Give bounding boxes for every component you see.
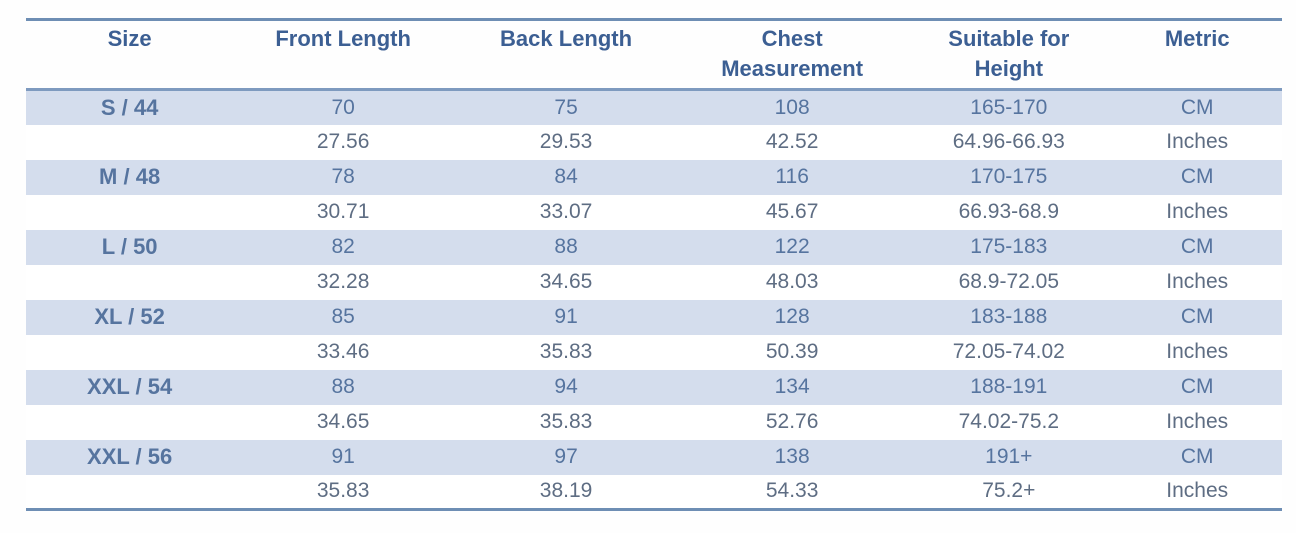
table-row-s44-inches: 27.56 29.53 42.52 64.96-66.93 Inches: [26, 124, 1282, 160]
cell-metric: CM: [1112, 299, 1282, 335]
cell-metric: CM: [1112, 89, 1282, 125]
cell-height: 175-183: [905, 229, 1113, 265]
cell-size: S / 44: [26, 89, 234, 125]
cell-size: L / 50: [26, 229, 234, 265]
cell-chest: 116: [679, 159, 906, 195]
cell-size: M / 48: [26, 159, 234, 195]
column-header-suitable-height: Suitable for Height: [905, 18, 1113, 91]
cell-size: [26, 334, 234, 370]
cell-front-length: 34.65: [233, 404, 454, 440]
cell-chest: 138: [679, 439, 906, 475]
cell-front-length: 78: [233, 159, 454, 195]
cell-size: [26, 264, 234, 300]
cell-height: 75.2+: [905, 474, 1113, 511]
cell-front-length: 85: [233, 299, 454, 335]
cell-back-length: 84: [453, 159, 680, 195]
cell-chest: 48.03: [679, 264, 906, 300]
cell-height: 165-170: [905, 89, 1113, 125]
cell-front-length: 82: [233, 229, 454, 265]
header-row: Size Front Length Back Length Chest Meas…: [26, 18, 1282, 91]
cell-chest: 54.33: [679, 474, 906, 511]
cell-metric: CM: [1112, 229, 1282, 265]
cell-size: XXL / 56: [26, 439, 234, 475]
cell-chest: 52.76: [679, 404, 906, 440]
cell-front-length: 91: [233, 439, 454, 475]
cell-metric: Inches: [1112, 194, 1282, 230]
table-row-s44-cm: S / 44 70 75 108 165-170 CM: [26, 89, 1282, 125]
cell-back-length: 97: [453, 439, 680, 475]
table-row-m48-inches: 30.71 33.07 45.67 66.93-68.9 Inches: [26, 194, 1282, 230]
cell-height: 66.93-68.9: [905, 194, 1113, 230]
table-row-xxl54-cm: XXL / 54 88 94 134 188-191 CM: [26, 369, 1282, 405]
column-header-size: Size: [26, 18, 234, 91]
cell-height: 191+: [905, 439, 1113, 475]
cell-back-length: 33.07: [453, 194, 680, 230]
cell-front-length: 30.71: [233, 194, 454, 230]
cell-chest: 134: [679, 369, 906, 405]
table-header: Size Front Length Back Length Chest Meas…: [26, 18, 1282, 91]
column-header-back-length: Back Length: [453, 18, 680, 91]
cell-size: [26, 124, 234, 160]
cell-back-length: 29.53: [453, 124, 680, 160]
cell-size: [26, 404, 234, 440]
table-row-m48-cm: M / 48 78 84 116 170-175 CM: [26, 159, 1282, 195]
cell-front-length: 70: [233, 89, 454, 125]
cell-metric: Inches: [1112, 334, 1282, 370]
table-row-l50-inches: 32.28 34.65 48.03 68.9-72.05 Inches: [26, 264, 1282, 300]
column-header-front-length: Front Length: [233, 18, 454, 91]
column-header-metric: Metric: [1112, 18, 1282, 91]
cell-chest: 50.39: [679, 334, 906, 370]
cell-front-length: 32.28: [233, 264, 454, 300]
cell-front-length: 88: [233, 369, 454, 405]
table-row-xl52-inches: 33.46 35.83 50.39 72.05-74.02 Inches: [26, 334, 1282, 370]
cell-metric: CM: [1112, 159, 1282, 195]
cell-back-length: 88: [453, 229, 680, 265]
cell-size: [26, 474, 234, 511]
size-chart-container: Size Front Length Back Length Chest Meas…: [26, 18, 1282, 511]
cell-metric: CM: [1112, 439, 1282, 475]
cell-height: 183-188: [905, 299, 1113, 335]
cell-back-length: 75: [453, 89, 680, 125]
table-row-xl52-cm: XL / 52 85 91 128 183-188 CM: [26, 299, 1282, 335]
cell-chest: 45.67: [679, 194, 906, 230]
cell-back-length: 94: [453, 369, 680, 405]
cell-height: 170-175: [905, 159, 1113, 195]
cell-metric: Inches: [1112, 474, 1282, 511]
size-chart-table: Size Front Length Back Length Chest Meas…: [26, 18, 1282, 511]
cell-chest: 122: [679, 229, 906, 265]
cell-height: 64.96-66.93: [905, 124, 1113, 160]
cell-size: [26, 194, 234, 230]
table-row-xxl56-cm: XXL / 56 91 97 138 191+ CM: [26, 439, 1282, 475]
cell-metric: Inches: [1112, 404, 1282, 440]
cell-front-length: 35.83: [233, 474, 454, 511]
cell-size: XXL / 54: [26, 369, 234, 405]
cell-front-length: 27.56: [233, 124, 454, 160]
cell-chest: 42.52: [679, 124, 906, 160]
cell-height: 72.05-74.02: [905, 334, 1113, 370]
table-row-xxl56-inches: 35.83 38.19 54.33 75.2+ Inches: [26, 474, 1282, 511]
cell-chest: 108: [679, 89, 906, 125]
cell-height: 188-191: [905, 369, 1113, 405]
cell-chest: 128: [679, 299, 906, 335]
table-body: S / 44 70 75 108 165-170 CM 27.56 29.53 …: [26, 89, 1282, 511]
table-row-xxl54-inches: 34.65 35.83 52.76 74.02-75.2 Inches: [26, 404, 1282, 440]
cell-size: XL / 52: [26, 299, 234, 335]
cell-front-length: 33.46: [233, 334, 454, 370]
cell-back-length: 35.83: [453, 334, 680, 370]
cell-back-length: 34.65: [453, 264, 680, 300]
table-row-l50-cm: L / 50 82 88 122 175-183 CM: [26, 229, 1282, 265]
cell-back-length: 91: [453, 299, 680, 335]
cell-metric: CM: [1112, 369, 1282, 405]
cell-metric: Inches: [1112, 264, 1282, 300]
column-header-chest-measurement: Chest Measurement: [679, 18, 906, 91]
cell-metric: Inches: [1112, 124, 1282, 160]
cell-height: 68.9-72.05: [905, 264, 1113, 300]
cell-back-length: 35.83: [453, 404, 680, 440]
cell-height: 74.02-75.2: [905, 404, 1113, 440]
cell-back-length: 38.19: [453, 474, 680, 511]
